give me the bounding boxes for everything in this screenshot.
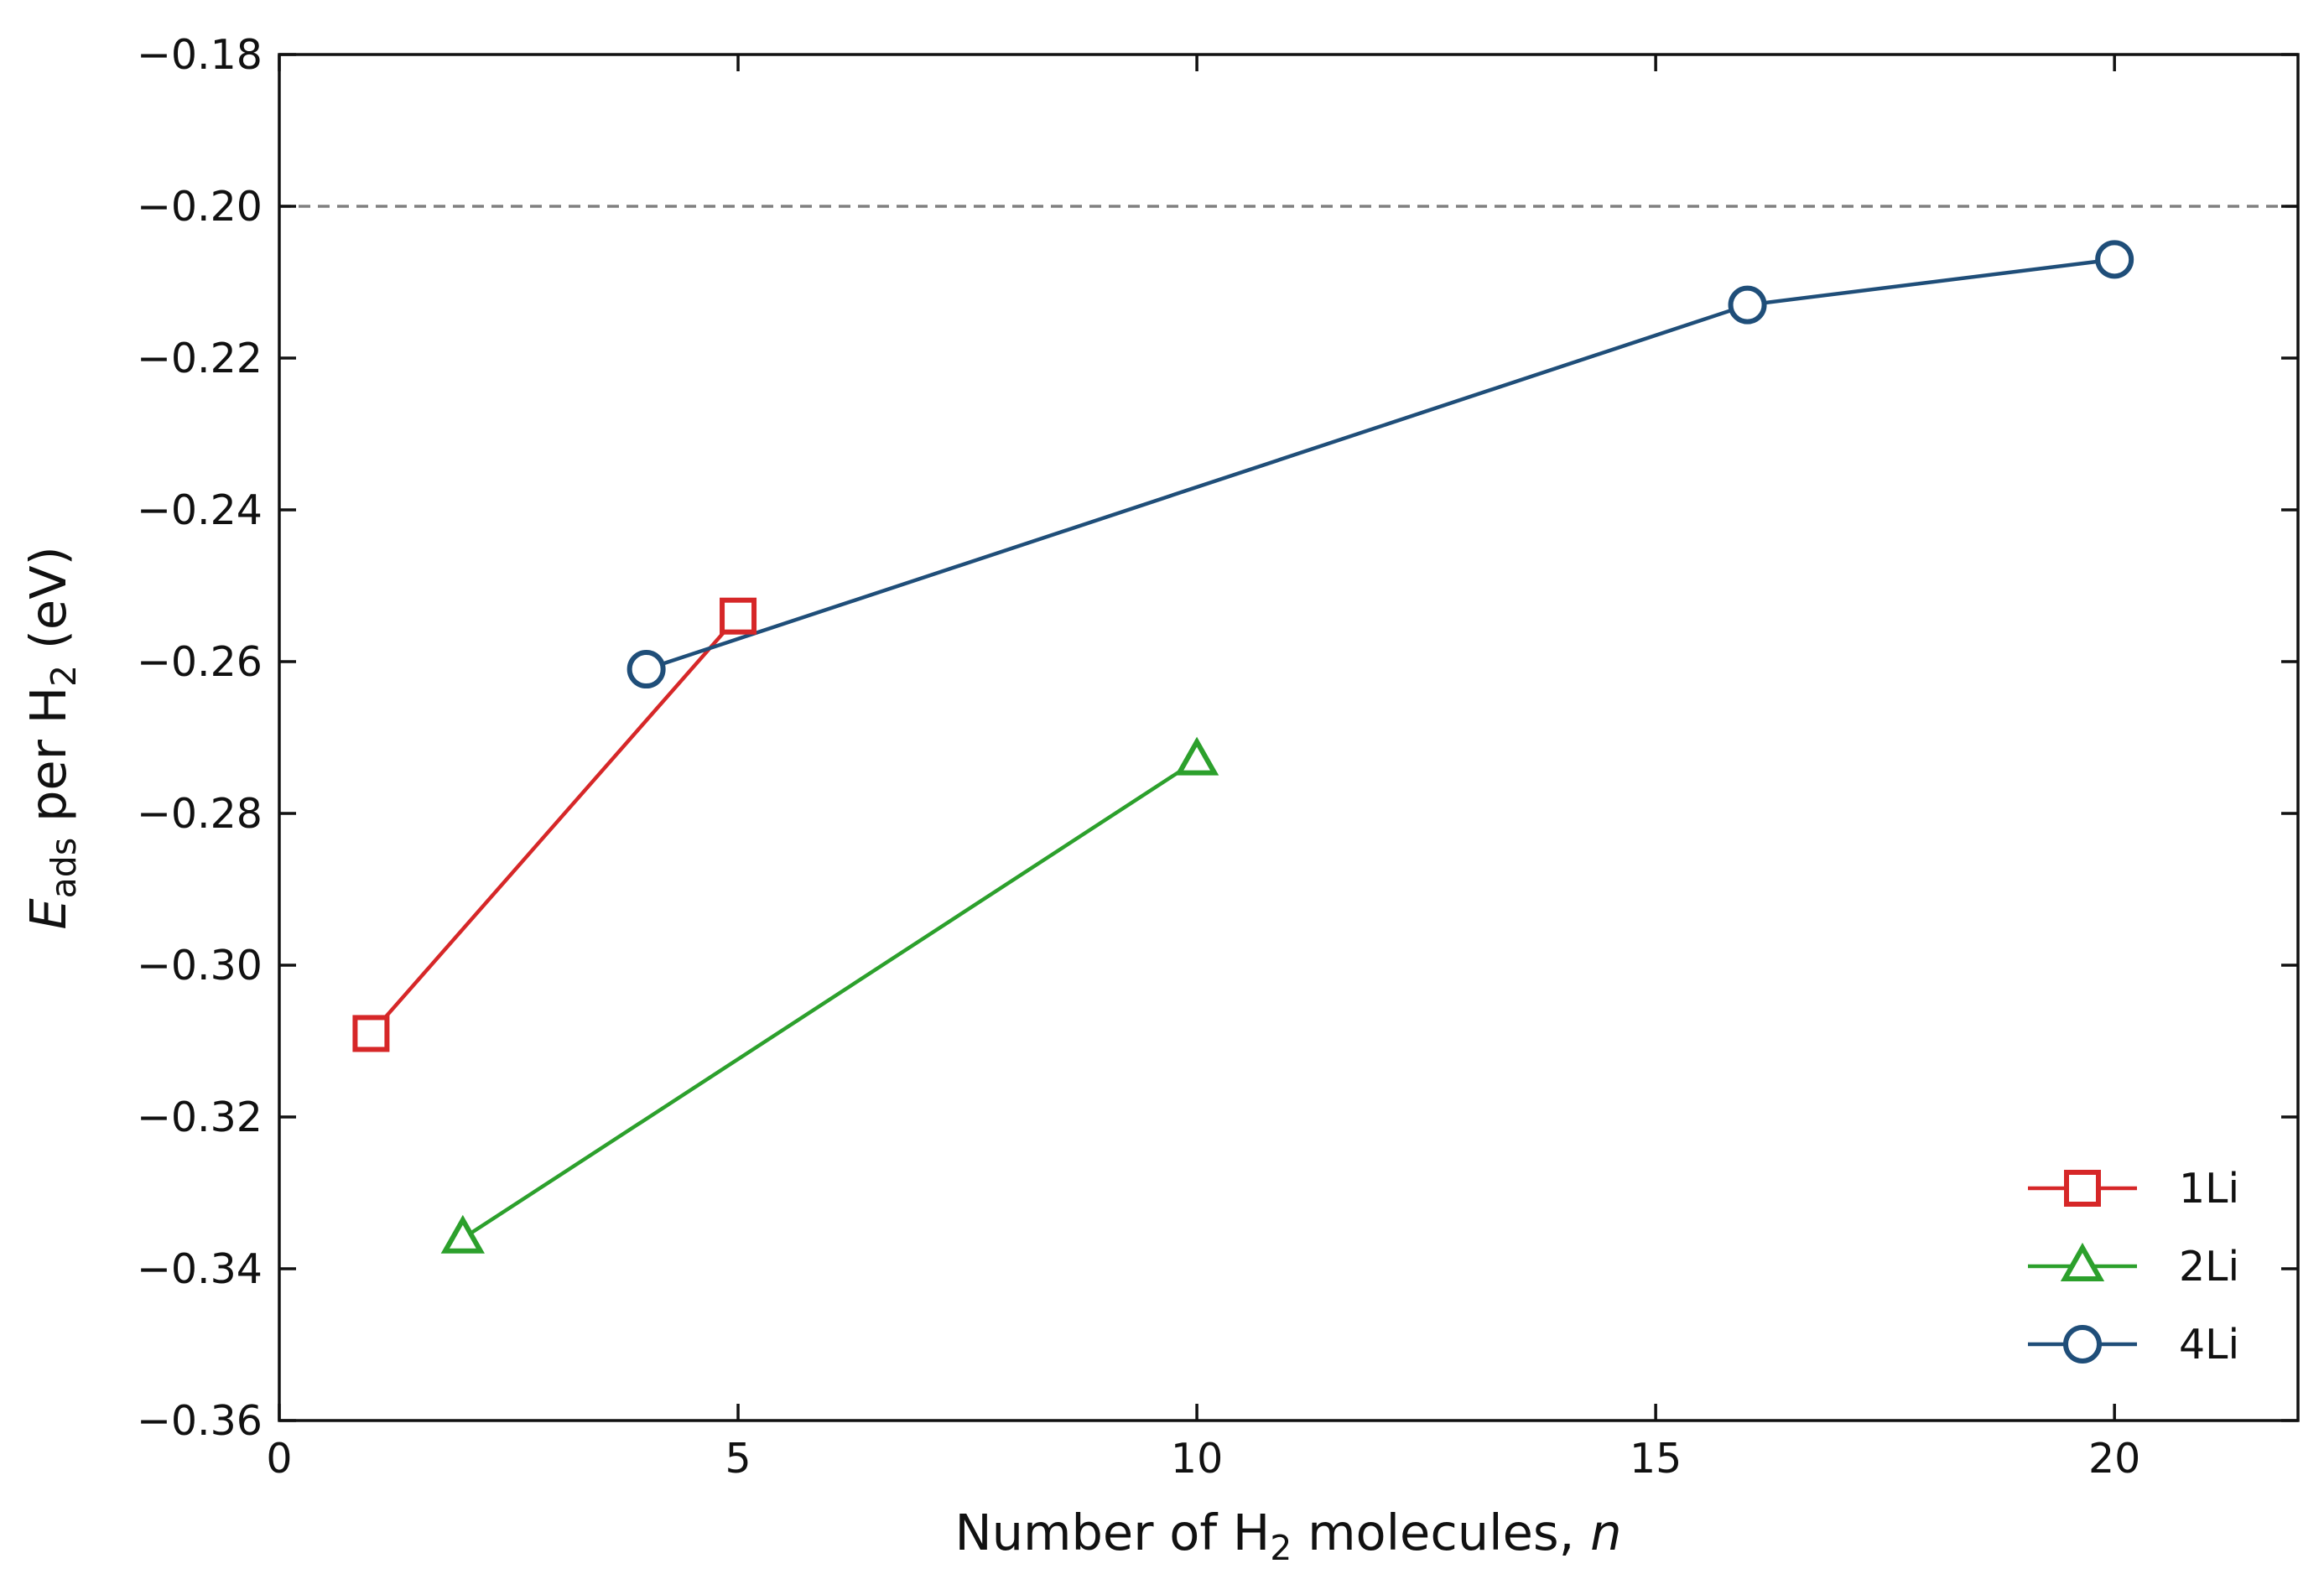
- series-line-1Li: [369, 615, 740, 1035]
- y-tick-label: −0.34: [137, 1245, 263, 1293]
- data-point-2Li: [1174, 736, 1219, 776]
- legend-label: 4Li: [2179, 1321, 2239, 1369]
- x-tick-label: 20: [2088, 1435, 2140, 1483]
- y-tick-label: −0.26: [137, 638, 263, 686]
- legend-item-1Li: 1Li: [2028, 1165, 2239, 1213]
- x-tick-label: 5: [725, 1435, 751, 1483]
- y-axis-title: Eads per H2 (eV): [19, 546, 84, 929]
- data-point-1Li: [720, 597, 757, 635]
- plot-frame: [278, 53, 2300, 1422]
- y-tick-label: −0.32: [137, 1093, 263, 1141]
- y-tick-label: −0.30: [137, 942, 263, 990]
- legend-label: 1Li: [2179, 1165, 2239, 1213]
- plot-area: 0 5 10 15 20 −0.36 −0.34 −0.32 −0.30 −0.28 −0.26 −0…: [137, 31, 2300, 1483]
- y-tick-label: −0.24: [137, 486, 263, 534]
- y-tick-label: −0.22: [137, 335, 263, 382]
- legend: 1Li 2Li 4Li: [2028, 1165, 2239, 1369]
- data-point-1Li: [352, 1015, 390, 1052]
- legend-item-2Li: 2Li: [2028, 1242, 2239, 1291]
- y-tick-label: −0.36: [137, 1397, 263, 1445]
- data-point-4Li: [626, 650, 666, 689]
- x-tick-label: 0: [266, 1435, 292, 1483]
- y-tick-label: −0.18: [137, 31, 263, 79]
- legend-marker: [2063, 1325, 2102, 1364]
- legend-label: 2Li: [2179, 1243, 2239, 1291]
- series-line-4Li: [645, 257, 2115, 672]
- data-point-2Li: [440, 1214, 485, 1254]
- x-tick-label: 15: [1630, 1435, 1682, 1483]
- y-tick-label: −0.28: [137, 790, 263, 838]
- legend-item-4Li: 4Li: [2028, 1321, 2239, 1369]
- x-tick-label: 10: [1171, 1435, 1223, 1483]
- data-point-4Li: [1728, 285, 1767, 325]
- x-axis-title: Number of H2 molecules, n: [954, 1504, 1621, 1568]
- data-point-4Li: [2095, 240, 2134, 279]
- legend-marker: [2064, 1170, 2101, 1207]
- legend-marker: [2060, 1242, 2105, 1281]
- series-line-2Li: [461, 758, 1198, 1240]
- y-tick-label: −0.20: [137, 183, 263, 231]
